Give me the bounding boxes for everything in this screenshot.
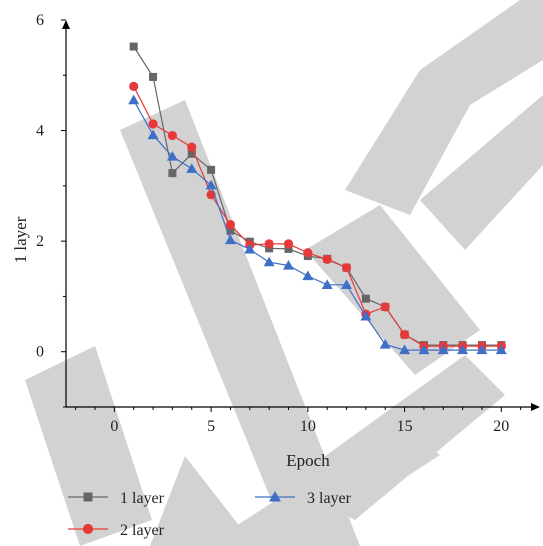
data-point xyxy=(224,234,236,245)
data-point xyxy=(167,130,178,141)
data-point xyxy=(225,219,236,230)
data-point xyxy=(341,263,352,273)
data-point xyxy=(284,244,293,253)
watermark-shape xyxy=(345,0,543,215)
y-tick-label: 4 xyxy=(36,123,44,140)
data-point xyxy=(322,254,332,264)
series-circle xyxy=(129,81,506,351)
x-tick-label: 20 xyxy=(493,418,509,435)
legend-item: 1 layer xyxy=(68,490,165,507)
data-point xyxy=(128,94,140,105)
watermark-shape xyxy=(420,95,543,250)
data-point xyxy=(187,149,196,158)
data-point xyxy=(129,42,138,51)
x-axis-arrow xyxy=(531,403,540,411)
data-point xyxy=(226,226,235,235)
data-point xyxy=(380,302,390,312)
data-point xyxy=(321,279,333,289)
data-point xyxy=(168,169,177,178)
legend-marker xyxy=(83,492,93,502)
legend-marker xyxy=(82,523,94,535)
y-tick-label: 0 xyxy=(36,344,44,361)
data-point xyxy=(166,151,178,161)
data-point xyxy=(476,344,488,355)
watermark-shape xyxy=(305,205,480,375)
data-point xyxy=(244,243,256,254)
watermark-shape xyxy=(25,346,152,546)
data-point xyxy=(341,279,353,289)
data-point xyxy=(495,344,507,355)
legend-label: 3 layer xyxy=(307,490,352,507)
data-point xyxy=(361,294,370,303)
data-point xyxy=(457,344,469,355)
x-axis-label: Epoch xyxy=(286,451,330,470)
watermark-shape xyxy=(120,100,360,546)
data-point xyxy=(186,163,198,173)
y-tick-label: 6 xyxy=(36,12,44,29)
data-point xyxy=(399,329,410,340)
legend-label: 1 layer xyxy=(120,490,165,507)
data-point xyxy=(283,239,294,249)
legend: 1 layer 2 layer 3 layer xyxy=(68,490,352,539)
axes: 0 5 10 15 20 0 2 4 6 xyxy=(36,12,540,435)
data-point xyxy=(437,344,449,355)
watermark-shape xyxy=(285,355,505,520)
data-point xyxy=(147,129,159,140)
data-point xyxy=(302,270,314,281)
legend-marker xyxy=(269,491,281,502)
data-point xyxy=(129,81,139,91)
data-point xyxy=(148,119,158,129)
legend-item: 3 layer xyxy=(255,490,352,507)
data-point xyxy=(187,142,197,152)
data-point xyxy=(207,165,216,174)
legend-label: 2 layer xyxy=(120,522,165,539)
y-tick-label: 2 xyxy=(36,233,44,250)
data-point xyxy=(263,256,275,267)
y-axis-arrow xyxy=(62,20,70,29)
y-axis-label: 1 layer xyxy=(11,216,30,263)
legend-item: 2 layer xyxy=(68,522,165,539)
watermark xyxy=(25,0,543,546)
data-point xyxy=(205,179,217,190)
watermark-shape xyxy=(150,456,255,546)
x-tick-label: 5 xyxy=(207,418,215,435)
x-tick-label: 15 xyxy=(397,418,413,435)
data-point xyxy=(360,310,372,321)
x-tick-label: 0 xyxy=(110,418,118,435)
data-point xyxy=(303,248,313,258)
data-point xyxy=(399,344,411,355)
data-point xyxy=(264,239,274,249)
x-tick-label: 10 xyxy=(300,418,316,435)
data-point xyxy=(149,72,158,81)
data-point xyxy=(418,344,430,355)
data-point xyxy=(282,259,294,270)
series-layer xyxy=(128,42,507,355)
series-triangle xyxy=(128,94,507,355)
data-point xyxy=(379,339,391,349)
